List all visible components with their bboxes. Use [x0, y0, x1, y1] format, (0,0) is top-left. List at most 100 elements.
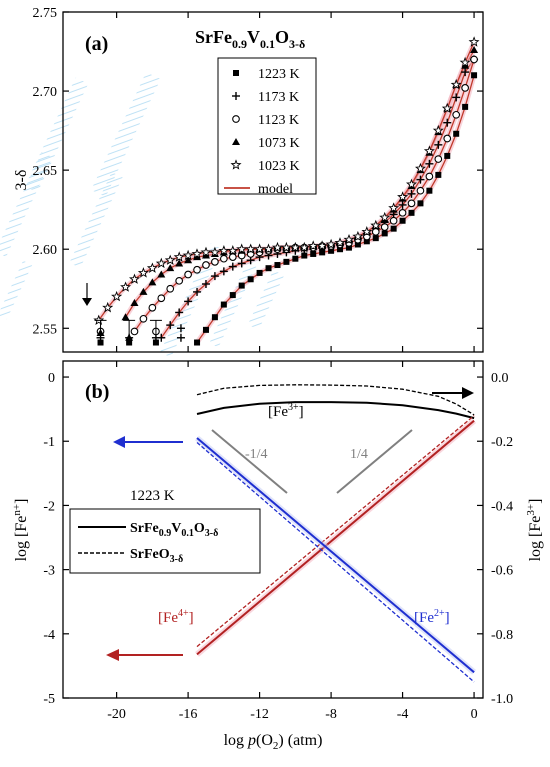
panel-b-left-y-label: log [Fen+]: [11, 499, 30, 562]
y-tick-label: 2.70: [33, 85, 58, 100]
data-point-star: [334, 237, 346, 248]
data-point-square: [202, 326, 209, 333]
data-point-circle: [157, 294, 166, 303]
data-point-triangle: [193, 253, 202, 261]
x-tick-label: -20: [107, 707, 126, 722]
data-point-square: [345, 244, 352, 251]
data-point-star: [164, 254, 176, 265]
data-point-star: [218, 245, 230, 256]
panel-a-label: (a): [85, 33, 108, 55]
data-point-star: [459, 56, 471, 68]
data-point-star: [343, 233, 355, 245]
data-point-triangle: [470, 45, 479, 53]
panel-b-frame: [62, 360, 484, 699]
data-point-star: [379, 211, 391, 223]
data-point-circle: [148, 303, 157, 312]
data-point-square: [354, 241, 361, 248]
legend-model-label: model: [258, 182, 293, 197]
panel-a-y-ticks: 2.55 2.60 2.65 2.70 2.75: [33, 6, 483, 337]
data-point-star: [316, 240, 328, 251]
data-point-plus: [461, 68, 470, 77]
data-point-triangle: [461, 61, 470, 69]
data-point-circle: [380, 223, 389, 231]
data-point-triangle: [139, 287, 148, 295]
data-point-circle: [184, 270, 192, 279]
data-point-star: [450, 78, 462, 90]
y-tick-label: 2.55: [33, 322, 58, 337]
left-y-tick-label: -1: [43, 435, 55, 450]
right-y-tick-label: -0.2: [491, 435, 513, 450]
data-point-circle: [139, 314, 148, 323]
data-point-triangle: [157, 270, 166, 278]
data-point-square: [399, 217, 406, 224]
data-point-star: [209, 246, 221, 258]
data-point-square: [310, 250, 317, 257]
panel-b: 0-1-2-3-4-5 0.0-0.2-0.4-0.6-0.8-1.0 -20-…: [11, 360, 544, 752]
data-point-star: [289, 241, 301, 253]
panel-b-legend: [69, 508, 261, 574]
x-tick-label: -8: [325, 707, 337, 722]
data-point-star: [271, 241, 283, 253]
legend-marker-circle: [232, 115, 240, 123]
right-y-tick-label: 0.0: [491, 371, 509, 386]
data-point-plus: [237, 259, 246, 268]
data-point-square: [247, 276, 254, 283]
legend-marker-square: [233, 70, 239, 76]
panel-b-right-y-label: log [Fe3+]: [525, 499, 544, 562]
data-point-square: [363, 238, 370, 245]
data-point-square: [328, 247, 335, 254]
data-point-circle: [389, 216, 398, 225]
slope-guide-negative: [211, 429, 288, 494]
legend-marker-triangle: [232, 138, 240, 145]
data-point-circle: [443, 134, 452, 143]
right-y-tick-label: -0.6: [491, 564, 513, 579]
data-point-circle: [220, 254, 228, 263]
data-point-plus: [166, 321, 175, 330]
data-point-plus: [416, 175, 425, 184]
left-y-tick-label: 0: [48, 371, 55, 386]
series-line: [196, 442, 475, 683]
data-point-star: [468, 36, 480, 47]
data-point-circle: [228, 253, 237, 261]
data-point-square: [301, 252, 308, 259]
data-point-square: [462, 103, 469, 110]
legend-label: 1073 K: [258, 136, 300, 151]
data-point-square: [265, 265, 272, 272]
black-arrow-head-icon: [462, 387, 474, 399]
data-point-plus: [407, 189, 416, 198]
data-point-circle: [371, 227, 380, 236]
data-point-star: [361, 225, 373, 237]
data-point-circle: [452, 110, 461, 119]
data-point-star: [245, 243, 257, 254]
data-point-star: [280, 241, 292, 253]
data-point-circle: [407, 199, 416, 208]
slope-guide-positive: [336, 429, 413, 494]
data-point-plus: [175, 308, 184, 317]
data-point-square: [292, 255, 299, 262]
data-point-square: [408, 209, 415, 216]
data-point-star: [370, 219, 382, 231]
data-point-star: [441, 102, 453, 114]
data-point-plus: [434, 140, 443, 149]
data-point-circle: [470, 55, 478, 64]
data-point-star: [173, 251, 185, 262]
data-point-star: [155, 257, 167, 269]
data-point-star: [388, 202, 400, 213]
data-point-circle: [202, 261, 210, 269]
data-point-plus: [219, 267, 228, 276]
data-point-star: [102, 301, 114, 313]
series-line: [196, 384, 475, 416]
data-point-square: [194, 339, 201, 346]
data-point-square: [435, 171, 442, 178]
fe3-annotation: [Fe3+]: [268, 402, 304, 420]
data-point-square: [319, 249, 326, 256]
data-point-star: [397, 191, 409, 202]
data-point-star: [263, 243, 275, 254]
legend-label: 1173 K: [258, 90, 299, 105]
data-point-plus: [210, 272, 219, 281]
data-point-plus: [184, 297, 193, 306]
legend-marker-star: [230, 159, 242, 170]
data-point-circle: [398, 208, 407, 217]
x-tick-label: -12: [250, 707, 269, 722]
model-band: [159, 57, 477, 340]
